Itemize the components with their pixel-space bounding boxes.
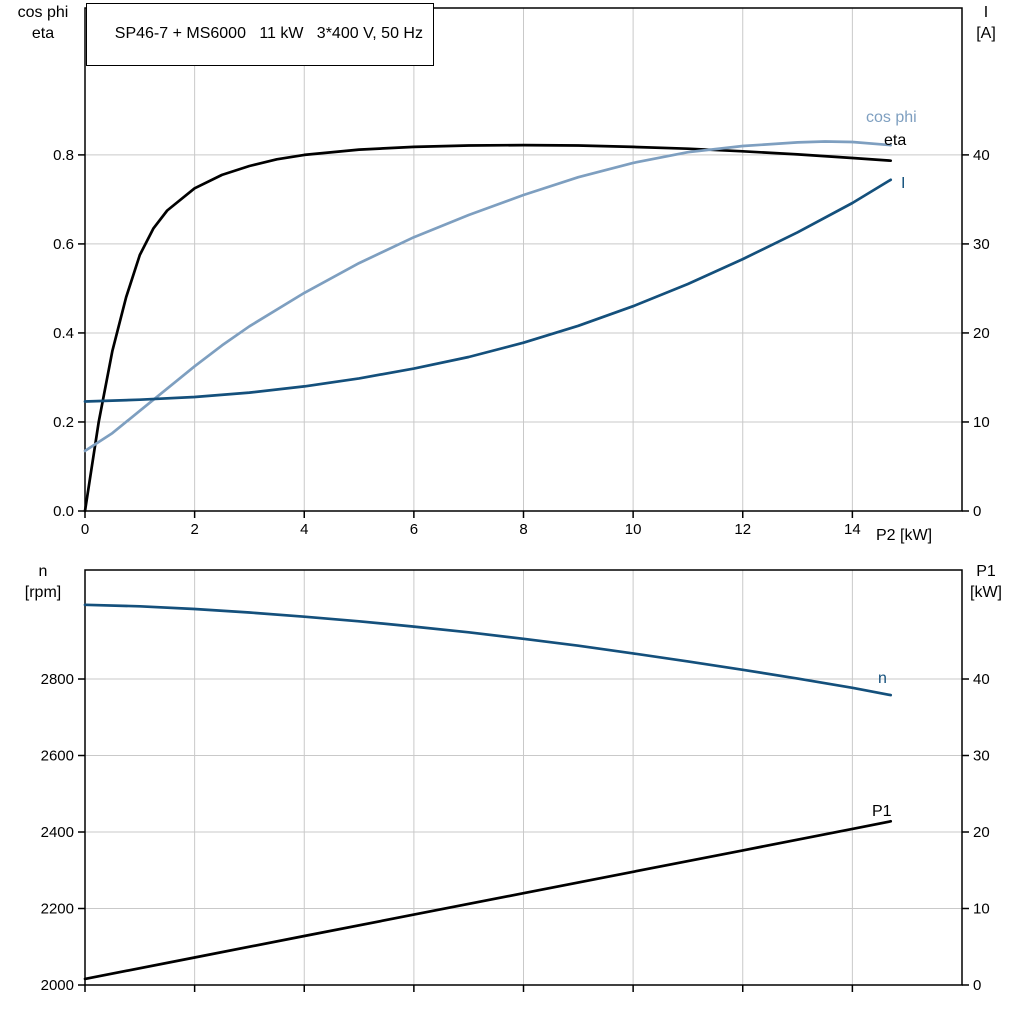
top-left-axis-title: cos phi eta: [2, 2, 84, 44]
left-axis-tick-label: 2800: [41, 671, 74, 688]
curve-n: [83, 603, 893, 697]
left-axis-tick-label: 2400: [41, 824, 74, 841]
x-axis-tick-label: 12: [734, 521, 751, 538]
right-axis-tick-label: 0: [973, 503, 981, 520]
axis-title-speed-unit: [rpm]: [24, 584, 62, 601]
right-axis-tick-label: 10: [973, 414, 990, 431]
curve-i: [83, 178, 893, 403]
bottom-plot: 2000 2200 2400 2600 2800 0 10 20 30 40: [41, 569, 990, 994]
top-plot: 0.0 0.2 0.4 0.6 0.8 0 10 20 30 40 0 2 4 6 8 10 12 14: [53, 7, 990, 538]
axis-title-eta: eta: [31, 25, 55, 42]
curve-cos-phi: [83, 140, 893, 453]
curve-label-eta: eta: [884, 132, 907, 149]
left-axis-tick-label: 2000: [41, 977, 74, 994]
axis-title-p1-unit: [kW]: [970, 584, 1002, 601]
curve-label-current: I: [901, 175, 906, 192]
x-axis-tick-label: 10: [625, 521, 642, 538]
right-axis-tick-label: 20: [973, 824, 990, 841]
left-axis-tick-label: 0.0: [53, 503, 74, 520]
left-axis-tick-label: 2200: [41, 901, 74, 918]
curve-eta: [83, 143, 893, 513]
right-axis-tick-label: 30: [973, 748, 990, 765]
axis-title-current: I: [983, 4, 989, 21]
top-right-axis-title: I [A]: [953, 2, 1019, 44]
left-axis-tick-label: 0.8: [53, 147, 74, 164]
curve-label-p1: P1: [872, 803, 892, 820]
x-axis-tick-label: 14: [844, 521, 861, 538]
axis-title-p1: P1: [976, 563, 996, 580]
right-axis-tick-label: 20: [973, 325, 990, 342]
x-axis-tick-label: 8: [519, 521, 527, 538]
right-axis-tick-label: 10: [973, 901, 990, 918]
curve-label-cos-phi: cos phi: [866, 109, 917, 126]
right-axis-tick-label: 0: [973, 977, 981, 994]
right-axis-tick-label: 30: [973, 236, 990, 253]
x-axis-tick-label: 2: [190, 521, 198, 538]
axis-title-cos-phi: cos phi: [17, 4, 69, 21]
left-axis-tick-label: 2600: [41, 748, 74, 765]
bottom-right-axis-title: P1 [kW]: [953, 561, 1019, 603]
right-axis-tick-label: 40: [973, 671, 990, 688]
x-axis-title: P2 [kW]: [876, 527, 933, 544]
left-axis-tick-label: 0.6: [53, 236, 74, 253]
left-axis-tick-label: 0.4: [53, 325, 74, 342]
right-axis-tick-label: 40: [973, 147, 990, 164]
x-axis-tick-label: 4: [300, 521, 308, 538]
bottom-left-axis-title: n [rpm]: [2, 561, 84, 603]
curve-p1: [83, 819, 893, 981]
chart-title-box: SP46-7 + MS6000 11 kW 3*400 V, 50 Hz: [86, 3, 434, 66]
curve-label-speed: n: [878, 670, 887, 687]
x-axis-tick-label: 0: [81, 521, 89, 538]
x-axis-tick-label: 6: [410, 521, 418, 538]
axis-title-current-unit: [A]: [976, 25, 996, 42]
left-axis-tick-label: 0.2: [53, 414, 74, 431]
chart-title: SP46-7 + MS6000 11 kW 3*400 V, 50 Hz: [114, 25, 423, 42]
axis-title-speed: n: [38, 563, 48, 580]
